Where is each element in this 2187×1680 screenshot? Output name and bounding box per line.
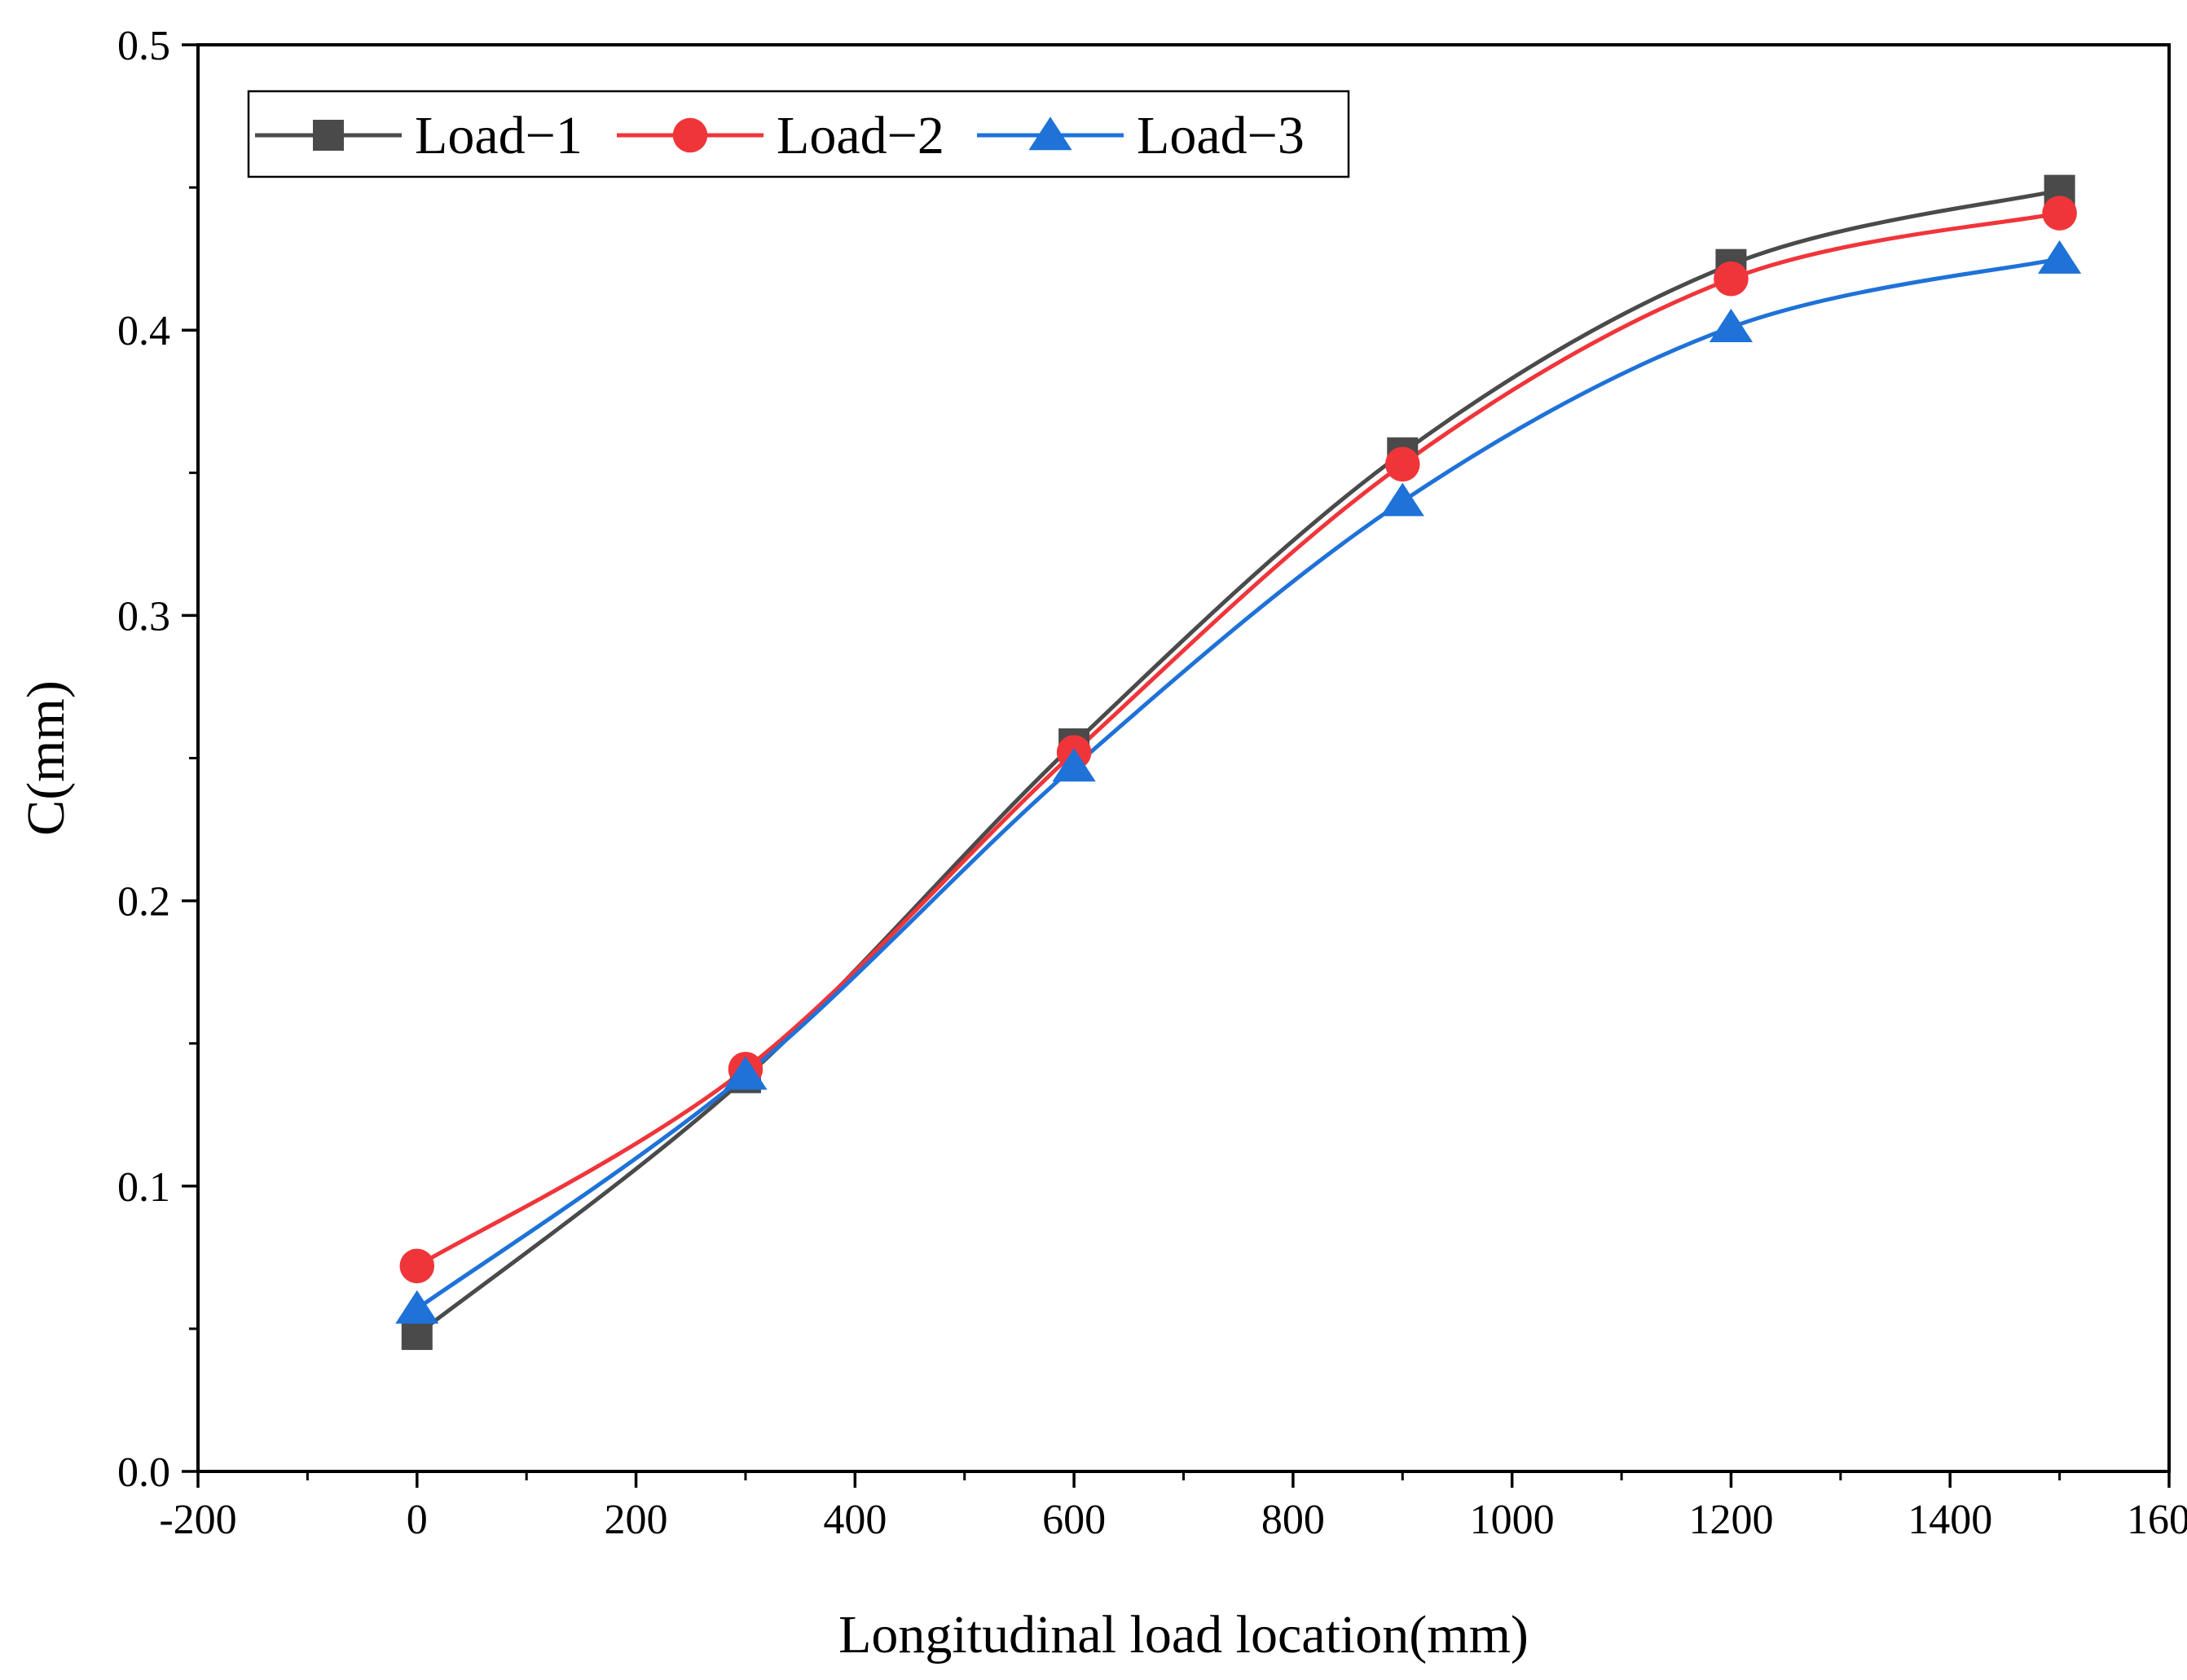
- legend-marker-1: [313, 120, 344, 151]
- data-point-1: [401, 1318, 433, 1350]
- x-tick-label: 1000: [1470, 1497, 1555, 1543]
- y-tick-label: 0.3: [117, 593, 170, 640]
- y-tick-label: 0.2: [117, 879, 170, 926]
- legend-label-2: Load−2: [777, 106, 944, 165]
- x-tick-label: 400: [823, 1497, 887, 1543]
- series-markers: [395, 174, 2082, 1350]
- y-tick-label: 0.5: [117, 23, 170, 69]
- x-tick-label: 0: [407, 1497, 428, 1543]
- x-axis-title: Longitudinal load location(mm): [838, 1605, 1529, 1665]
- y-tick-label: 0.1: [117, 1164, 170, 1211]
- data-point-2: [1714, 261, 1749, 297]
- x-tick-label: 600: [1042, 1497, 1106, 1543]
- series-line-2: [416, 211, 2061, 1269]
- series-line-3: [416, 257, 2061, 1311]
- data-point-3: [2038, 240, 2082, 274]
- y-axis-title: C(mm): [16, 680, 76, 836]
- y-tick-label: 0.4: [117, 308, 170, 354]
- data-point-3: [724, 1056, 768, 1090]
- data-point-3: [1380, 482, 1424, 517]
- x-tick-label: 1200: [1688, 1497, 1773, 1543]
- axis-ticks: [182, 43, 2171, 1488]
- y-tick-label: 0.0: [117, 1449, 170, 1496]
- data-point-2: [1384, 446, 1420, 482]
- data-point-3: [1052, 748, 1096, 782]
- x-tick-label: 1400: [1908, 1497, 1992, 1543]
- series-curves: [416, 188, 2061, 1336]
- data-point-2: [399, 1248, 435, 1284]
- data-point-2: [2042, 196, 2077, 231]
- legend-marker-2: [672, 117, 708, 153]
- x-tick-label: 800: [1261, 1497, 1325, 1543]
- data-point-3: [1709, 308, 1754, 342]
- legend-label-3: Load−3: [1137, 106, 1305, 165]
- legend-box: [247, 90, 1350, 178]
- legend-label-1: Load−1: [415, 106, 583, 165]
- data-point-3: [395, 1290, 439, 1324]
- x-tick-label: 200: [605, 1497, 668, 1543]
- series-line-1: [416, 188, 2061, 1336]
- legend: Load−1 Load−2 Load−3: [247, 90, 1350, 178]
- legend-marker-3: [1028, 117, 1072, 151]
- x-tick-label: -200: [159, 1497, 236, 1543]
